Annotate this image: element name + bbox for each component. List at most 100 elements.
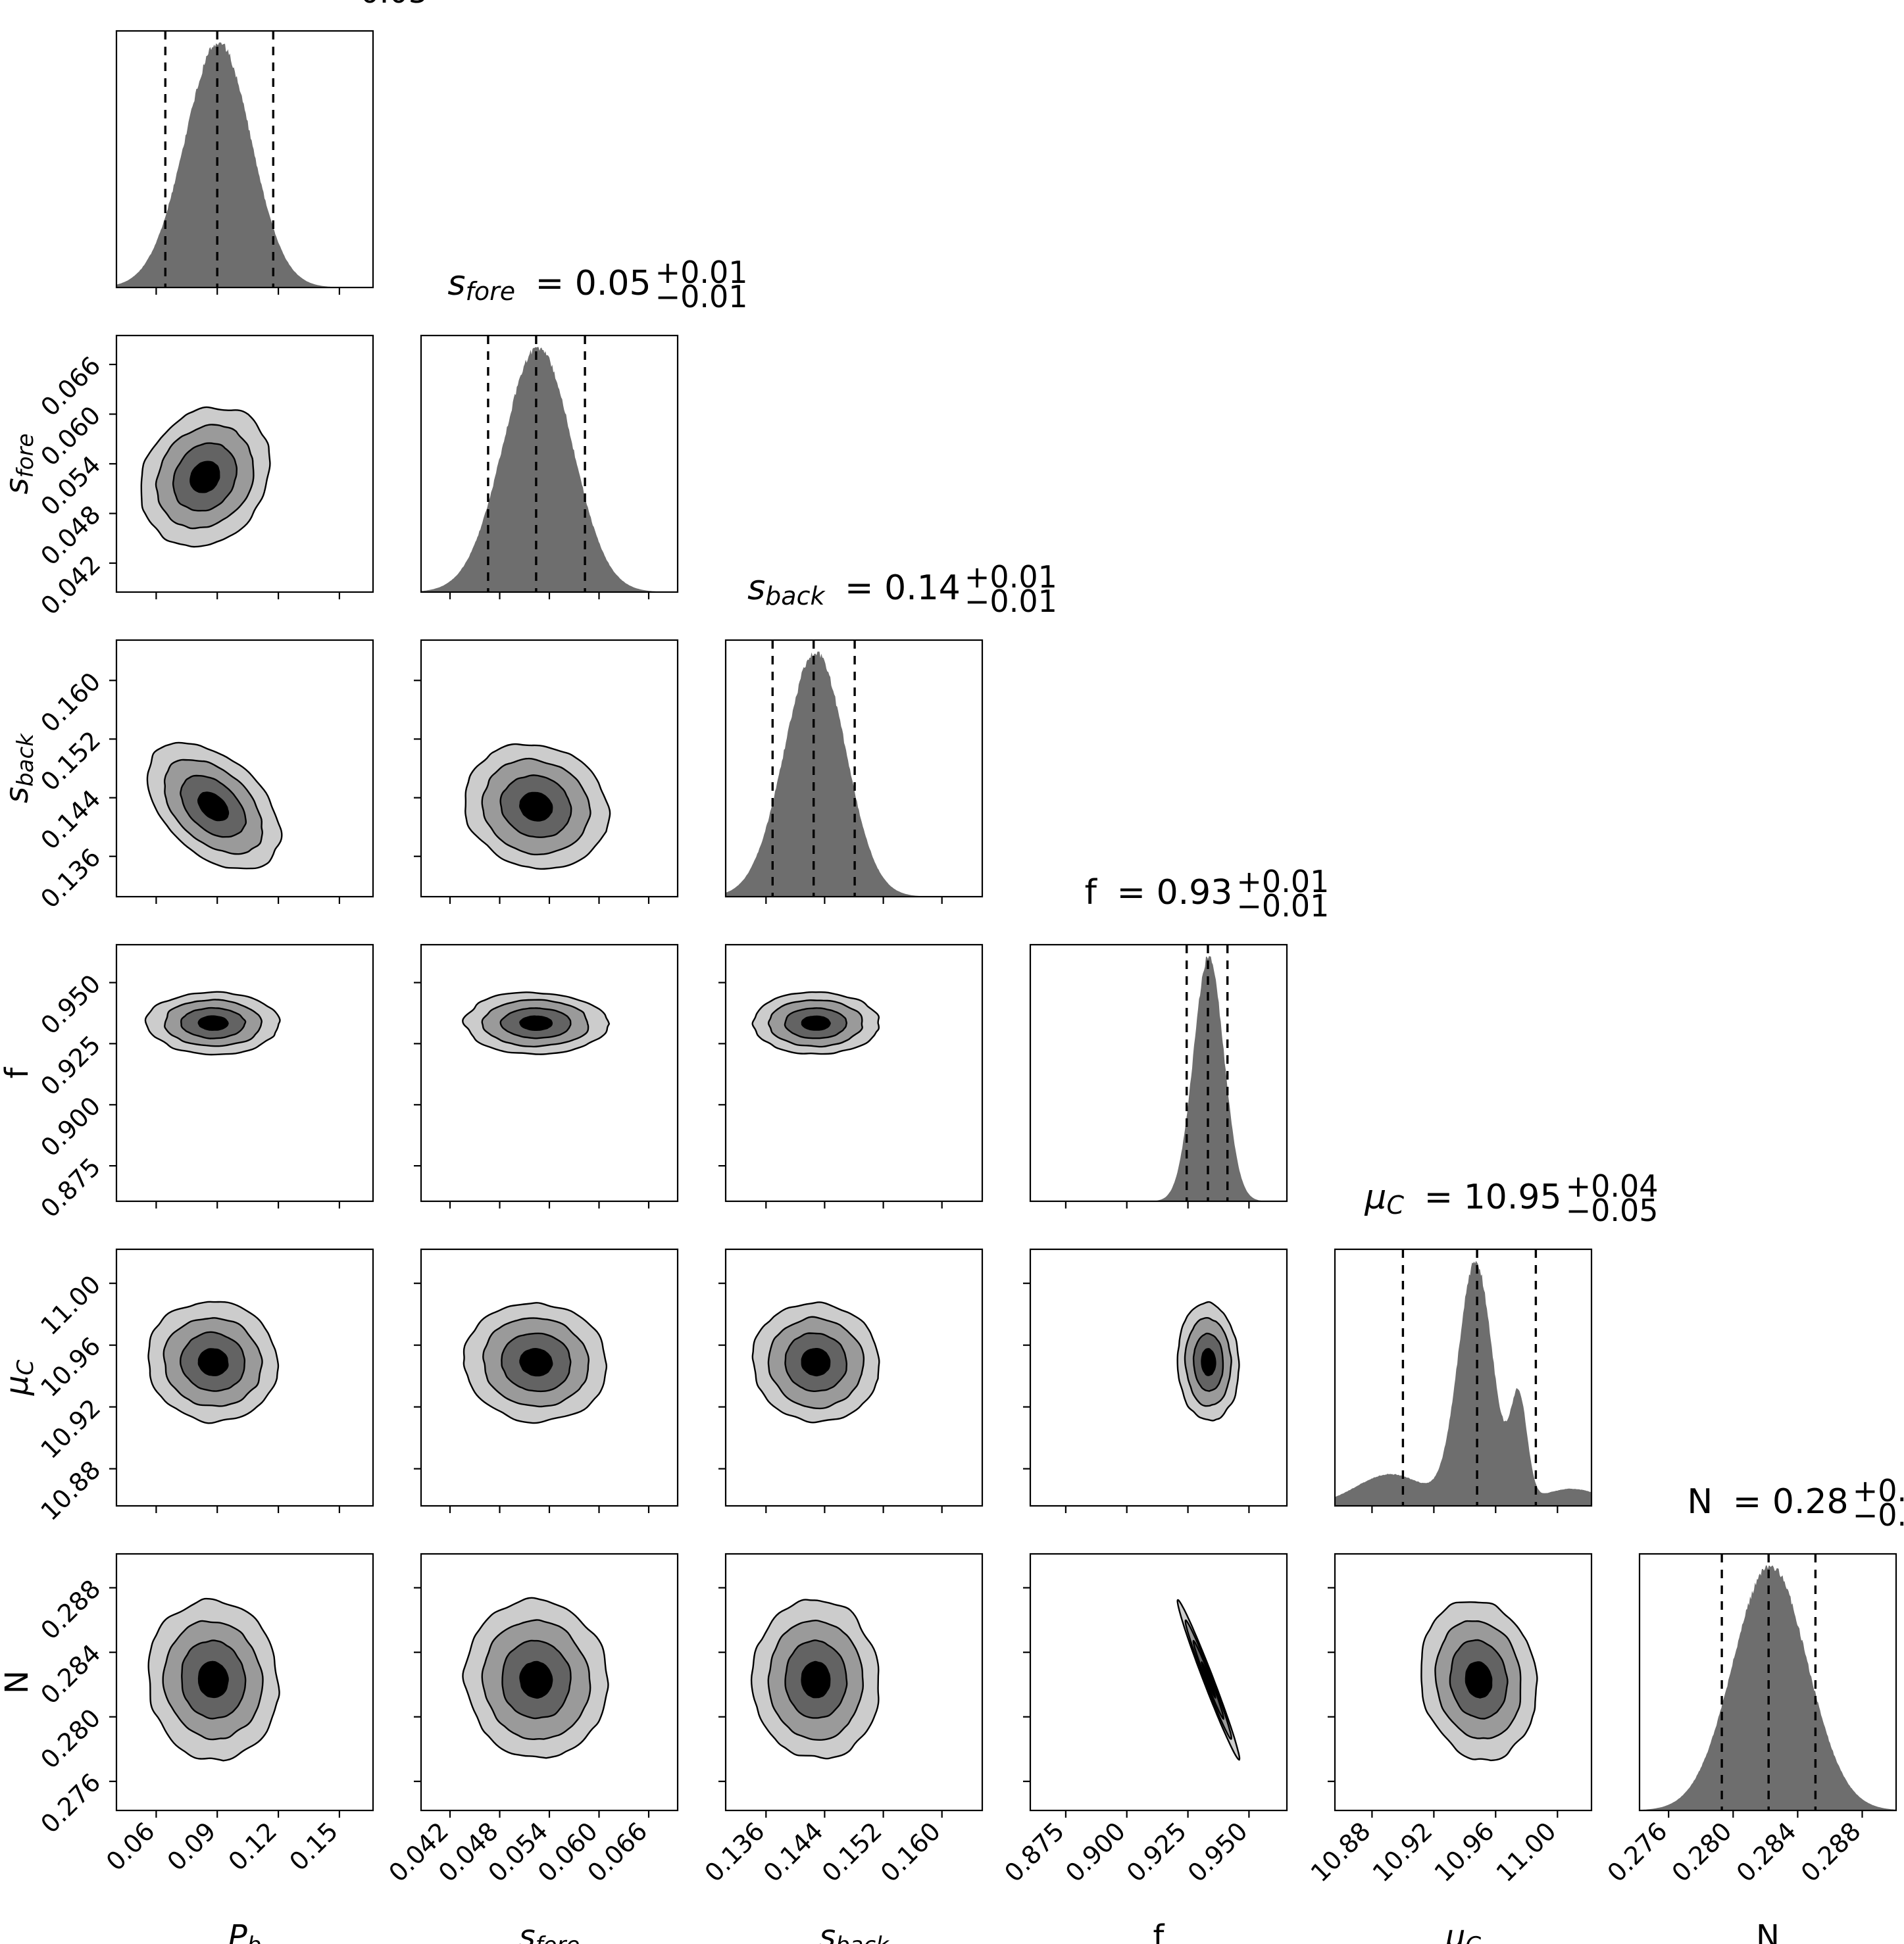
x-tick-label: 0.925 [1121,1816,1192,1887]
y-axis-label-muC: μC [0,1360,39,1397]
panel-frame [115,639,374,898]
histogram-f [1030,956,1287,1201]
panel-frame [1334,1248,1593,1507]
panel-frame [1029,1248,1288,1507]
panel-frame [115,1553,374,1812]
x-tick-label: 0.900 [1060,1816,1131,1887]
contour-level-1 [197,1660,229,1699]
panel-frame [115,1248,374,1507]
y-tick-label: 0.276 [35,1768,106,1839]
panel-frame [1029,1553,1288,1812]
y-tick-label: 0.160 [35,667,106,738]
panel-title-text: μC = 10.95 [1364,1178,1561,1220]
joint-panel-sfore-vs-sback [414,639,679,904]
x-tick-label: 10.88 [1305,1816,1376,1887]
joint-panel-sfore-vs-muC [414,1248,679,1513]
x-axis-label-f: f [1153,1918,1165,1944]
y-axis-label-sback: sback [0,733,39,803]
y-axis-label-N: N [0,1670,36,1694]
histogram-sfore [421,347,678,592]
x-axis-label-N: N [1756,1918,1780,1944]
histogram-Pb [116,42,373,287]
panel-title-muC: μC = 10.95 +0.04−0.05 [1364,1168,1658,1228]
panel-title-text: N = 0.28 [1687,1482,1848,1522]
contour-level-1 [801,1015,831,1031]
x-tick-label: 0.288 [1795,1816,1866,1887]
x-tick-label: 0.136 [699,1816,770,1887]
y-tick-label: 0.900 [35,1091,106,1162]
panel-title-f: f = 0.93 +0.01−0.01 [1085,864,1330,924]
y-tick-label: 0.144 [35,784,106,855]
x-axis-label-sback: sback [819,1918,889,1944]
panel-frame [420,943,679,1203]
diagonal-panel-Pb: Pb = 0.09+0.03−0.03 [115,0,428,295]
x-tick-label: 0.284 [1731,1816,1802,1887]
x-axis-label-Pb: Pb [228,1918,262,1944]
diagonal-panel-sback: sback = 0.14 +0.01−0.01 [724,559,1057,904]
x-axis-label-sfore: sfore [519,1918,580,1944]
x-tick-label: 10.96 [1429,1816,1500,1887]
x-tick-label: 0.144 [758,1816,829,1887]
panel-title-err-minus: −0.05 [1566,1193,1659,1228]
x-tick-label: 0.280 [1666,1816,1738,1887]
contour-level-1 [1465,1661,1493,1699]
contour-level-1 [1201,1661,1216,1699]
contour-level-1 [189,461,220,493]
joint-panel-sback-vs-muC [718,1248,984,1513]
x-axis-label-muC: μC [1445,1918,1482,1944]
panel-title-err-plus: +0.00 [1853,1473,1904,1508]
panel-title-sback: sback = 0.14 +0.01−0.01 [747,559,1057,619]
y-tick-label: 0.288 [35,1574,106,1645]
y-tick-label: 0.280 [35,1703,106,1774]
panel-title-sfore: sfore = 0.05 +0.01−0.01 [447,255,747,314]
contour-level-1 [197,791,230,822]
panel-title-err-plus: +0.04 [1566,1168,1659,1204]
contour-level-1 [519,1660,553,1699]
panel-frame [1638,1553,1897,1812]
y-tick-label: 11.00 [35,1270,106,1341]
contour-level-1 [1201,1348,1216,1376]
panel-frame [115,943,374,1203]
histogram-sback [726,651,982,897]
panel-title-err-minus: −0.01 [655,279,748,314]
y-tick-label: 0.950 [35,969,106,1040]
joint-panel-sfore-vs-f [414,943,679,1209]
panel-title-err-minus: −0.01 [1236,888,1329,924]
panel-title-err-plus: +0.01 [1236,864,1329,899]
x-tick-label: 0.276 [1602,1816,1673,1887]
y-tick-label: 10.92 [35,1393,106,1464]
contour-level-1 [197,1015,229,1031]
contour-level-1 [801,1347,831,1377]
y-axis-label-sfore: sfore [0,434,39,495]
joint-panel-f-vs-muC [1023,1248,1288,1513]
diagonal-panel-f: f = 0.93 +0.01−0.01 [1029,864,1330,1209]
panel-frame [1334,1553,1593,1812]
panel-frame [724,1553,984,1812]
y-tick-label: 0.284 [35,1639,106,1710]
x-tick-label: 0.160 [875,1816,946,1887]
panel-frame [724,943,984,1203]
joint-panel-sback-vs-f [718,943,984,1209]
y-tick-label: 0.925 [35,1030,106,1101]
contour-level-1 [197,1348,229,1376]
x-tick-label: 0.875 [999,1816,1070,1887]
panel-frame [115,30,374,289]
y-tick-label: 10.96 [35,1332,106,1403]
panel-title-err-plus: +0.01 [655,255,748,290]
panel-title-err-minus: −0.00 [1853,1497,1904,1533]
contour-level-1 [519,1015,553,1032]
x-tick-label: 10.92 [1367,1816,1438,1887]
panel-title-text: f = 0.93 [1085,873,1233,912]
x-tick-label: 0.15 [284,1816,343,1876]
